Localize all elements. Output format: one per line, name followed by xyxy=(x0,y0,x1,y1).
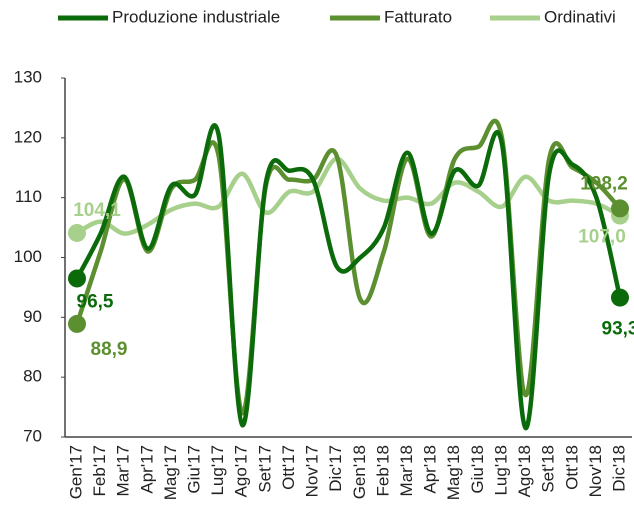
x-tick-label: Dic'17 xyxy=(326,445,345,492)
value-label: 88,9 xyxy=(91,339,128,360)
series-line xyxy=(75,123,623,431)
x-tick-label: Mag'17 xyxy=(161,445,180,500)
y-tick-label: 80 xyxy=(23,367,42,386)
x-tick-label: Gen'18 xyxy=(350,445,369,499)
endpoint-marker xyxy=(611,199,629,218)
x-tick-label: Mar'18 xyxy=(397,445,416,496)
x-tick-label: Nov'18 xyxy=(586,445,605,497)
legend-label: Produzione industriale xyxy=(112,7,280,26)
x-tick-label: Feb'18 xyxy=(373,445,392,496)
x-tick-label: Gen'17 xyxy=(66,445,85,499)
x-tick-label: Lug'17 xyxy=(208,445,227,496)
endpoint-marker xyxy=(68,269,86,288)
value-label: 107,0 xyxy=(578,227,626,248)
y-tick-label: 110 xyxy=(15,187,42,206)
x-tick-label: Apr'18 xyxy=(421,445,440,494)
x-tick-label: Giu'18 xyxy=(468,445,487,494)
value-label: 104,1 xyxy=(73,200,121,221)
x-tick-label: Ott'18 xyxy=(562,445,581,490)
value-label: 108,2 xyxy=(580,173,628,194)
endpoint-marker xyxy=(68,314,86,333)
series-line xyxy=(75,156,622,236)
x-tick-label: Ago'18 xyxy=(515,445,534,497)
legend-label: Ordinativi xyxy=(544,7,616,26)
x-tick-label: Feb'17 xyxy=(90,445,109,496)
x-tick-label: Ott'17 xyxy=(279,445,298,490)
x-tick-label: Nov'17 xyxy=(303,445,322,497)
y-tick-label: 130 xyxy=(14,67,42,86)
x-tick-label: Lug'18 xyxy=(491,445,510,496)
x-tick-label: Set'18 xyxy=(539,445,558,493)
value-label: 93,3 xyxy=(602,319,634,340)
endpoint-marker xyxy=(68,223,86,242)
y-tick-label: 90 xyxy=(23,307,42,326)
y-tick-label: 120 xyxy=(14,127,42,146)
y-tick-label: 100 xyxy=(14,247,42,266)
x-tick-label: Apr'17 xyxy=(137,445,156,494)
x-tick-label: Dic'18 xyxy=(609,445,628,492)
legend-label: Fatturato xyxy=(384,7,452,26)
x-tick-label: Mar'17 xyxy=(114,445,133,496)
y-tick-label: 70 xyxy=(23,426,42,445)
x-tick-label: Giu'17 xyxy=(185,445,204,494)
endpoint-marker xyxy=(611,288,629,307)
x-tick-label: Ago'17 xyxy=(232,445,251,497)
x-tick-label: Mag'18 xyxy=(444,445,463,500)
value-label: 96,5 xyxy=(77,291,114,312)
x-tick-label: Set'17 xyxy=(255,445,274,493)
